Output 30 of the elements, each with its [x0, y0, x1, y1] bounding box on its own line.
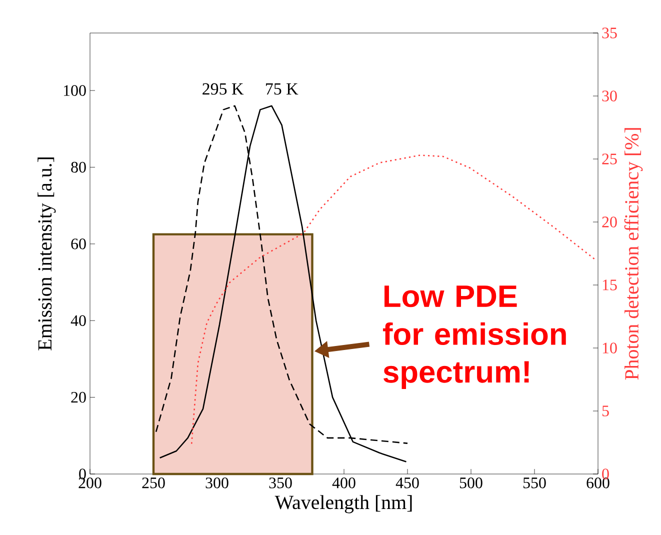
y2-tick-label: 0: [602, 468, 609, 480]
y2-tick-label: 35: [602, 28, 617, 38]
x-tick-label: 400: [332, 478, 356, 488]
y2-tick-label: 5: [602, 406, 609, 416]
y2-tick-label: 25: [602, 154, 617, 164]
series-label: 75 K: [266, 83, 298, 95]
x-tick-label: 550: [523, 478, 546, 488]
y2-tick-label: 20: [602, 216, 617, 228]
x-tick-label: 500: [460, 478, 482, 488]
x-tick-label: 250: [142, 478, 165, 488]
y-tick-label: 100: [64, 85, 86, 96]
annotation: Low PDE for emission spectrum!: [382, 286, 566, 389]
y2-axis-title: Photon detection efficiency [%]: [624, 128, 643, 380]
y-tick-label: 40: [70, 315, 86, 326]
x-tick-label: 300: [206, 478, 228, 488]
y-axis-title: Emission intensity [a.u.]: [38, 158, 56, 350]
y-tick-label: 0: [79, 468, 86, 480]
x-tick-label: 200: [78, 478, 102, 488]
y-tick-label: 20: [71, 392, 86, 403]
y-tick-label: 60: [71, 238, 86, 250]
x-tick-label: 350: [269, 478, 292, 488]
x-tick-label: 450: [396, 478, 419, 488]
x-tick-label: 600: [586, 478, 610, 488]
y2-tick-label: 10: [602, 342, 617, 354]
x-axis-title: Wavelength [nm]: [274, 495, 412, 514]
y-tick-label: 80: [71, 162, 86, 173]
y2-tick-label: 30: [602, 90, 617, 102]
line-series: [190, 154, 596, 444]
series-label: 295 K: [202, 83, 244, 95]
y2-tick-label: 15: [602, 280, 617, 290]
